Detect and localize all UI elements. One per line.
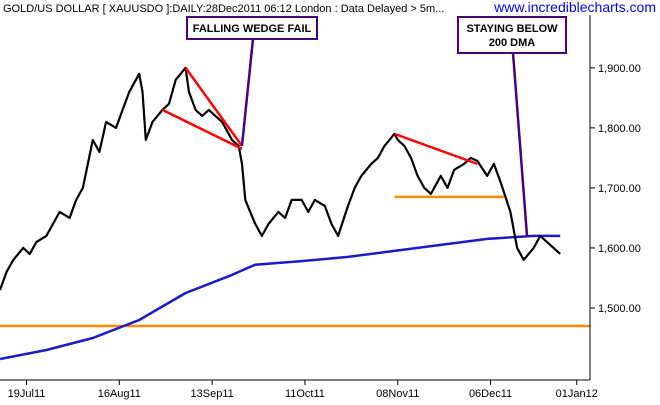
x-tick-label-3: 13Sep11 xyxy=(191,388,234,400)
x-tick-label-5: 08Nov11 xyxy=(376,388,419,400)
y-tick-label-4: 1,600.00 xyxy=(598,243,641,255)
x-tick-label-4: 11Oct11 xyxy=(285,388,325,400)
trendline-2 xyxy=(161,108,243,150)
y-tick-label-1: 1,900.00 xyxy=(598,63,641,75)
y-tick-label-3: 1,700.00 xyxy=(598,183,641,195)
trendline-1 xyxy=(184,67,243,147)
chart-title: GOLD/US DOLLAR [ XAUUSDO ]:DAILY:28Dec20… xyxy=(3,3,444,15)
annotation-1: FALLING WEDGE FAIL xyxy=(186,16,318,147)
annotation-2: STAYING BELOW 200 DMA xyxy=(457,16,567,237)
y-tick-label-2: 1,800.00 xyxy=(598,123,641,135)
annotation-text-1-1: FALLING WEDGE FAIL xyxy=(193,23,312,35)
annotation-box-1 xyxy=(186,16,318,40)
moving-average-line xyxy=(0,234,561,361)
x-tick-label-1: 19Jul11 xyxy=(8,388,46,400)
annotation-text-2-1: STAYING BELOW xyxy=(466,23,558,35)
x-tick-label-7: 01Jan12 xyxy=(556,388,598,400)
annotation-text-2-2: 200 DMA xyxy=(489,37,536,49)
y-tick-label-5: 1,500.00 xyxy=(598,303,641,315)
price-line xyxy=(0,66,561,291)
annotation-pointer-1 xyxy=(240,38,255,147)
trendline-3 xyxy=(394,132,478,166)
x-tick-label-6: 06Dec11 xyxy=(469,388,512,400)
watermark-text: www.incrediblecharts.com xyxy=(493,0,656,15)
annotation-pointer-2 xyxy=(511,52,529,237)
x-tick-label-2: 16Aug11 xyxy=(98,388,141,400)
annotation-box-2 xyxy=(457,16,567,54)
